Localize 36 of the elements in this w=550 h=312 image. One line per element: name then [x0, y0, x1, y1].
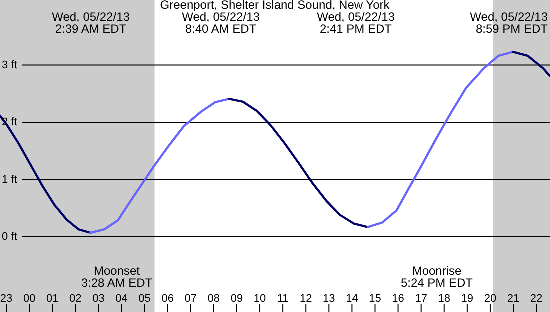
y-tick-label: 2 ft [2, 116, 18, 129]
x-tick-label: 19 [461, 293, 474, 305]
y-tick-label: 0 ft [2, 231, 18, 244]
x-tick-label: 13 [323, 293, 336, 305]
line-series [228, 98, 370, 228]
x-tick-label: 04 [116, 293, 128, 305]
x-tick-label: 09 [230, 293, 244, 305]
x-tick-label: 14 [346, 293, 358, 305]
x-tick-label: 08 [208, 293, 220, 305]
x-tick-label: 23 [0, 293, 13, 305]
x-tick-label: 16 [392, 293, 404, 305]
annotation: Moonrise 5:24 PM EDT [400, 264, 474, 290]
x-tick-label: 15 [369, 293, 382, 305]
annotation: Moonset 3:28 AM EDT [81, 264, 154, 290]
x-tick-label: 03 [92, 293, 105, 305]
x-tick-label: 10 [254, 293, 266, 305]
annotation: Wed, 05/22/13 8:40 AM EDT [182, 10, 260, 36]
y-tick-label: 3 ft [2, 59, 18, 72]
x-tick-label: 05 [138, 293, 151, 305]
x-tick-label: 12 [300, 293, 312, 305]
y-tick-label: 1 ft [2, 174, 18, 186]
chart-title: Greenport, Shelter Island Sound, New York [160, 0, 391, 12]
x-tick-label: 00 [23, 293, 36, 305]
x-tick-label: 17 [415, 293, 428, 305]
x-tick-label: 06 [162, 293, 174, 305]
x-tick-label: 20 [484, 293, 497, 305]
annotation: Wed, 05/22/13 2:39 AM EDT [52, 10, 130, 36]
x-tick-label: 18 [438, 293, 451, 305]
annotation: Wed, 05/22/13 2:41 PM EDT [317, 10, 396, 36]
x-tick-label: 02 [70, 293, 82, 305]
x-tick-label: 21 [507, 293, 520, 305]
x-tick-label: 22 [530, 293, 543, 305]
x-tick-label: 07 [184, 293, 198, 305]
annotation: Wed, 05/22/13 8:59 PM EDT [470, 10, 549, 36]
x-tick-label: 01 [46, 293, 59, 305]
x-tick-label: 11 [277, 293, 289, 305]
